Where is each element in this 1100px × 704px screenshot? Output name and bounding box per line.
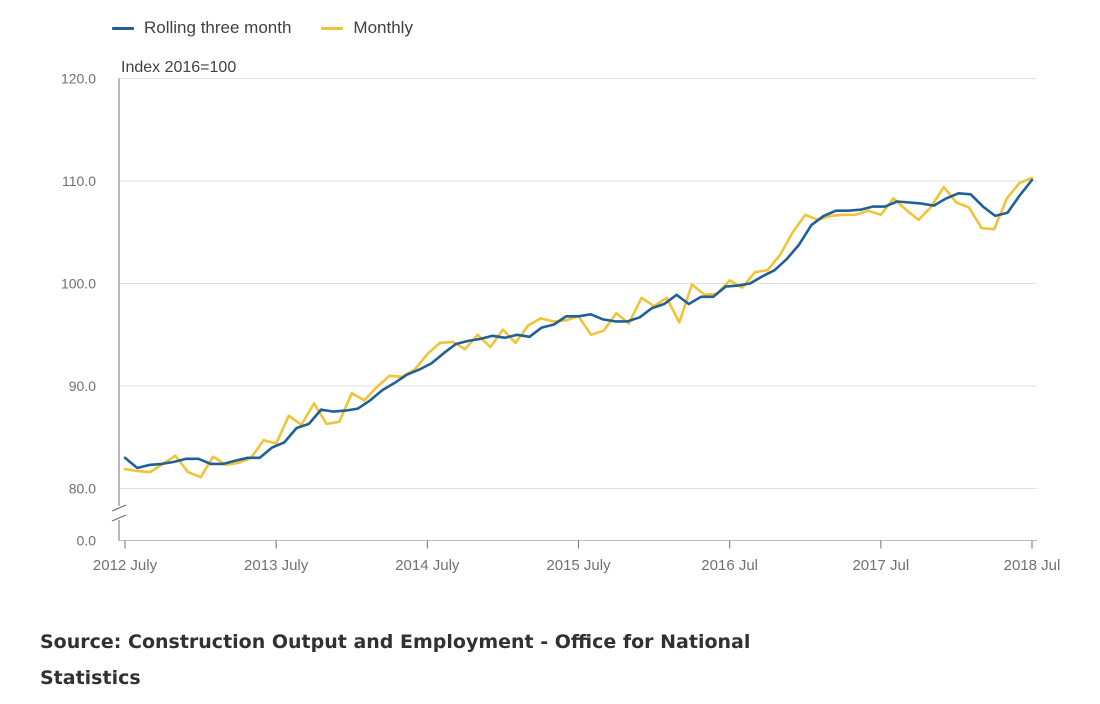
legend-item-monthly[interactable]: Monthly	[321, 18, 413, 38]
axis-break-mark	[111, 504, 127, 512]
x-tick-label: 2017 Jul	[852, 557, 909, 574]
x-tick-label: 2018 Jul	[1004, 557, 1061, 574]
source-note: Source: Construction Output and Employme…	[40, 631, 751, 689]
x-tick-label: 2014 July	[395, 557, 460, 574]
y-axis-label: Index 2016=100	[121, 59, 236, 76]
series-line-rolling-three-month	[123, 178, 1034, 470]
legend-label-monthly: Monthly	[353, 18, 413, 37]
y-tick-label: 0.0	[77, 533, 97, 549]
legend-swatch-rolling	[112, 26, 134, 30]
series-line-monthly	[123, 176, 1034, 479]
line-chart: 0.0 80.0 90.0 100.0 110.0 120.0 Index 2016=100…	[61, 59, 1061, 574]
x-tick-label: 2012 July	[93, 557, 158, 574]
y-tick-label: 90.0	[69, 378, 96, 394]
y-tick-label: 100.0	[61, 276, 96, 292]
legend-swatch-monthly	[321, 26, 344, 30]
x-tick-label: 2016 Jul	[701, 557, 758, 574]
y-tick-label: 120.0	[61, 71, 96, 87]
legend-item-rolling[interactable]: Rolling three month	[112, 18, 291, 38]
legend-label-rolling: Rolling three month	[144, 18, 292, 37]
legend: Rolling three month Monthly	[112, 18, 413, 38]
axis-break-mark	[111, 514, 127, 522]
y-tick-label: 80.0	[69, 481, 96, 497]
x-tick-label: 2015 July	[546, 557, 611, 574]
x-tick-label: 2013 July	[244, 557, 309, 574]
y-tick-label: 110.0	[62, 173, 96, 189]
